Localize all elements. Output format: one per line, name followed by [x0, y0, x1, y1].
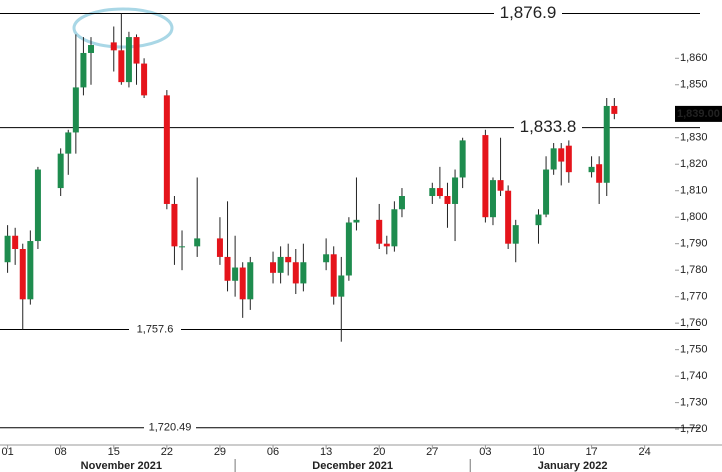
level-label-bg: [514, 117, 582, 138]
candle-body: [270, 262, 277, 273]
candle-body: [72, 87, 79, 133]
candle-body: [512, 225, 519, 244]
candle-body: [323, 254, 330, 263]
candle-body: [88, 45, 95, 53]
candle-body: [224, 256, 231, 281]
candle-body: [292, 262, 299, 284]
y-tick-label: 1,850: [680, 79, 708, 91]
candle-body: [535, 214, 542, 226]
level-label: 1,720.49: [149, 422, 192, 434]
candle-body: [194, 238, 201, 247]
x-tick-label: 24: [639, 446, 651, 458]
candle-body: [482, 135, 489, 218]
x-tick-label: 03: [479, 446, 491, 458]
level-label: 1,876.9: [500, 3, 557, 22]
y-tick-label: 1,800: [680, 211, 708, 223]
candle-body: [596, 164, 603, 183]
candle-body: [171, 203, 178, 247]
y-tick-label: 1,810: [680, 185, 708, 197]
y-tick-label: 1,830: [680, 132, 708, 144]
level-label: 1,757.6: [137, 323, 174, 335]
candle-body: [436, 188, 443, 197]
candle-body: [543, 169, 550, 215]
candle-body: [603, 105, 610, 183]
candle-body: [398, 196, 405, 210]
candle-body: [300, 262, 307, 284]
candle-body: [353, 219, 360, 223]
y-tick-label: 1,760: [680, 317, 708, 329]
level-label-bg: [494, 3, 562, 24]
candle-body: [505, 190, 512, 244]
candle-body: [429, 188, 436, 197]
candle-body: [118, 50, 125, 83]
candle-body: [133, 37, 140, 64]
x-tick-label: 29: [214, 446, 226, 458]
y-tick-label: 1,860: [680, 52, 708, 64]
x-tick-label: 10: [532, 446, 544, 458]
y-tick-label: 1,780: [680, 264, 708, 276]
candle-body: [611, 105, 618, 114]
candle-body: [110, 42, 117, 51]
candle-body: [34, 169, 41, 242]
x-tick-label: 06: [267, 446, 279, 458]
candle-body: [558, 148, 565, 162]
y-tick-label: 1,750: [680, 344, 708, 356]
candle-body: [338, 275, 345, 297]
candle-body: [80, 52, 87, 88]
candle-body: [65, 132, 72, 154]
level-label-bg: [144, 420, 196, 435]
y-tick-label: 1,740: [680, 370, 708, 382]
candle-body: [4, 235, 11, 263]
candle-body: [376, 219, 383, 244]
candle-body: [141, 63, 148, 96]
candle-body: [588, 166, 595, 173]
candle-body: [216, 238, 223, 257]
candle-body: [497, 180, 504, 191]
month-label: November 2021: [81, 460, 162, 472]
candle-body: [27, 241, 34, 300]
month-label: December 2021: [312, 460, 393, 472]
y-tick-label: 1,730: [680, 397, 708, 409]
candle-body: [232, 267, 239, 281]
candle-body: [239, 267, 246, 300]
x-tick-label: 22: [161, 446, 173, 458]
x-tick-label: 15: [108, 446, 120, 458]
candle-body: [330, 254, 337, 297]
candle-body: [565, 145, 572, 173]
last-price-box: [675, 105, 722, 122]
candle-body: [285, 256, 292, 263]
candle-body: [125, 37, 132, 83]
y-tick-label: 1,770: [680, 291, 708, 303]
x-tick-label: 20: [373, 446, 385, 458]
x-tick-label: 01: [1, 446, 13, 458]
y-tick-label: 1,720: [680, 423, 708, 435]
x-tick-label: 08: [55, 446, 67, 458]
candle-body: [277, 256, 284, 273]
candle-body: [489, 180, 496, 218]
candle-body: [345, 222, 352, 276]
candle-body: [12, 235, 19, 249]
month-label: January 2022: [538, 460, 608, 472]
candle-body: [383, 243, 390, 247]
candle-body: [179, 246, 186, 248]
candle-body: [57, 153, 64, 189]
x-tick-label: 17: [585, 446, 597, 458]
candle-body: [391, 209, 398, 247]
x-tick-label: 13: [320, 446, 332, 458]
last-price-label: 1,839.00: [677, 108, 720, 120]
candle-body: [550, 148, 557, 170]
candle-body: [19, 248, 26, 300]
highlight-ellipse: [72, 7, 174, 49]
level-label: 1,833.8: [520, 117, 577, 136]
candle-body: [444, 196, 451, 204]
candle-body: [247, 262, 254, 300]
y-tick-label: 1,820: [680, 158, 708, 170]
candle-body: [459, 140, 466, 178]
candle-body: [163, 95, 170, 204]
level-label-bg: [129, 322, 181, 337]
y-tick-label: 1,790: [680, 238, 708, 250]
candle-body: [452, 177, 459, 204]
x-tick-label: 27: [426, 446, 438, 458]
